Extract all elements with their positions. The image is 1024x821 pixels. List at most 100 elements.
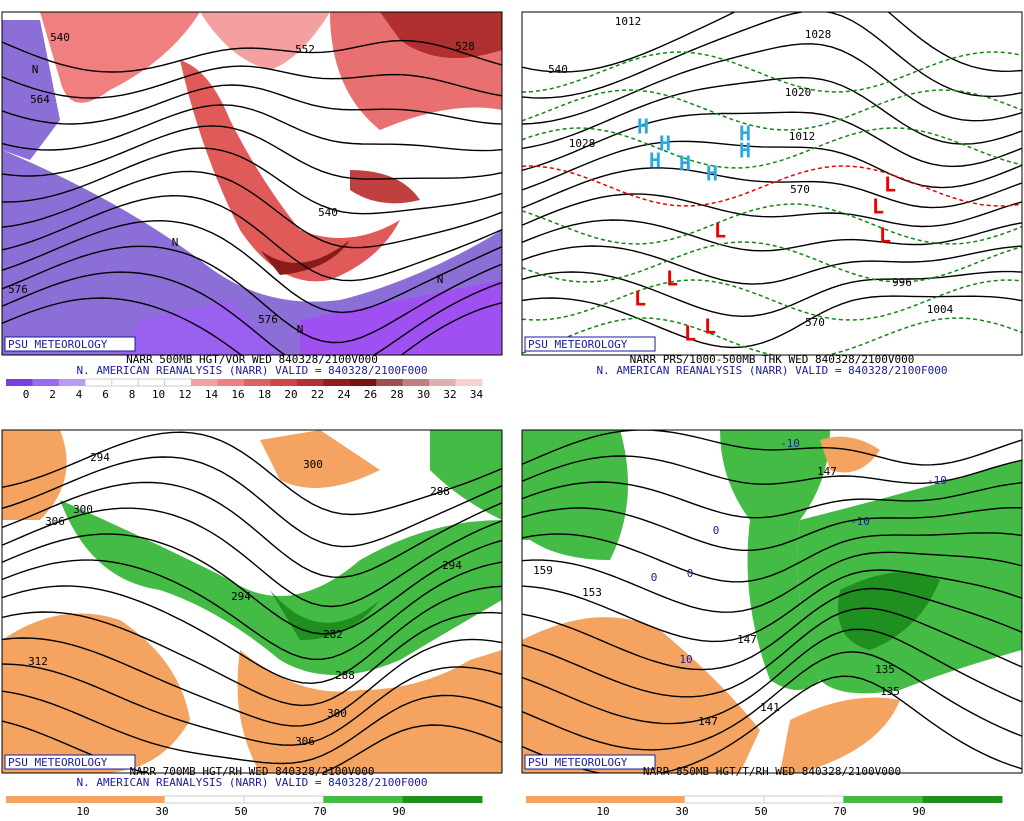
panel-title: NARR PRS/1000-500MB THK WED 840328/2100V… (630, 353, 915, 366)
contour-label: -10 (927, 474, 947, 487)
colorbar-segment (605, 796, 686, 803)
colorbar-segment (922, 796, 1003, 803)
contour (522, 506, 1022, 551)
contour-label: 300 (73, 503, 93, 516)
contour-label: 996 (892, 276, 912, 289)
contour-label: 540 (548, 63, 568, 76)
contour-label: 147 (698, 715, 718, 728)
contour-label: 570 (805, 316, 825, 329)
contour (2, 456, 502, 548)
pressure-center: H (659, 132, 671, 156)
contour (522, 12, 1022, 73)
contour (2, 271, 502, 355)
contour-label: 1020 (785, 86, 812, 99)
contour-label: 528 (455, 40, 475, 53)
colorbar-label: 14 (205, 388, 219, 401)
contour-label: -10 (780, 437, 800, 450)
contour (522, 551, 1022, 613)
contour (522, 295, 1022, 349)
colorbar-segment (84, 378, 113, 387)
thickness-line (522, 89, 1022, 131)
colorbar-label: 12 (178, 388, 191, 401)
contour (522, 270, 1022, 318)
contour (2, 431, 502, 516)
contour (2, 104, 502, 152)
colorbar-segment (6, 796, 86, 803)
contour-label: 294 (442, 559, 462, 572)
credit: PSU METEOROLOGY (528, 338, 628, 351)
credit-box (524, 336, 656, 352)
contour-label: 1028 (805, 28, 832, 41)
contour (522, 532, 1022, 583)
colorbar-label: 0 (23, 388, 30, 401)
contour-label: 282 (323, 628, 343, 641)
colorbar-label: 28 (390, 388, 403, 401)
colorbar-segment (111, 378, 140, 387)
thickness-line (522, 241, 1022, 283)
contour-label: 153 (582, 586, 602, 599)
colorbar-segment (32, 379, 60, 386)
colorbar-segment (429, 379, 457, 386)
colorbar-label: 16 (231, 388, 244, 401)
colorbar-segment (191, 379, 219, 386)
pressure-center: H (739, 139, 751, 163)
contour-label: N (297, 323, 304, 336)
contour (522, 43, 1022, 125)
contour-label: N (437, 273, 444, 286)
colorbar-label: 4 (76, 388, 83, 401)
colorbar-segment (323, 379, 351, 386)
colorbar-segment (455, 379, 483, 386)
pressure-center: L (884, 173, 896, 197)
contour-label: 10 (679, 653, 692, 666)
pressure-center: L (714, 219, 726, 243)
contour-label: 552 (295, 43, 315, 56)
contour-label: -10 (850, 515, 870, 528)
contour (522, 628, 1022, 725)
contour-label: 147 (817, 465, 837, 478)
panel-subtitle: N. AMERICAN REANALYSIS (NARR) VALID = 84… (597, 364, 948, 377)
contour-label: 159 (533, 564, 553, 577)
thickness-line (522, 279, 1022, 321)
panel-title: NARR 850MB HGT/T/RH WED 840328/2100V000 (643, 765, 901, 778)
thickness-line (522, 51, 1022, 93)
contour-label: 300 (327, 707, 347, 720)
contour-label: 294 (90, 451, 110, 464)
contour-label: 0 (713, 524, 720, 537)
colorbar-segment (684, 795, 766, 804)
contour (522, 430, 1022, 466)
colorbar-label: 32 (443, 388, 456, 401)
colorbar-segment (137, 378, 166, 387)
colorbar-segment (402, 796, 483, 803)
colorbar-label: 10 (152, 388, 165, 401)
colorbar-segment (843, 796, 924, 803)
contour (2, 84, 502, 125)
panel-subtitle: N. AMERICAN REANALYSIS (NARR) VALID = 84… (77, 364, 428, 377)
contour-label: 141 (760, 701, 780, 714)
contour-label: 135 (880, 685, 900, 698)
panel-title: NARR 500MB HGT/VOR WED 840328/2100V000 (126, 353, 378, 366)
contour-label: 300 (303, 458, 323, 471)
colorbar-label: 70 (313, 805, 326, 817)
contour-group (522, 430, 1022, 773)
colorbar-segment (349, 379, 377, 386)
contour (2, 690, 502, 765)
colorbar-segment (164, 378, 193, 387)
colorbar-segment (526, 796, 606, 803)
pressure-center: H (649, 149, 661, 173)
colorbar-segment (376, 379, 404, 386)
colorbar-label: 26 (364, 388, 377, 401)
contour-label: 540 (50, 31, 70, 44)
contour-label: 1012 (789, 130, 816, 143)
colorbar-segment (402, 379, 430, 386)
credit-box (524, 754, 656, 770)
contour (522, 140, 1022, 191)
contour (522, 455, 1022, 485)
colorbar-label: 22 (311, 388, 324, 401)
contour (522, 481, 1022, 519)
colorbar-label: 90 (392, 805, 405, 817)
contour-label: 288 (335, 669, 355, 682)
colorbar-segment (243, 795, 325, 804)
contour-label: N (32, 63, 39, 76)
colorbar-segment (244, 379, 271, 386)
pressure-center: H (706, 162, 718, 186)
